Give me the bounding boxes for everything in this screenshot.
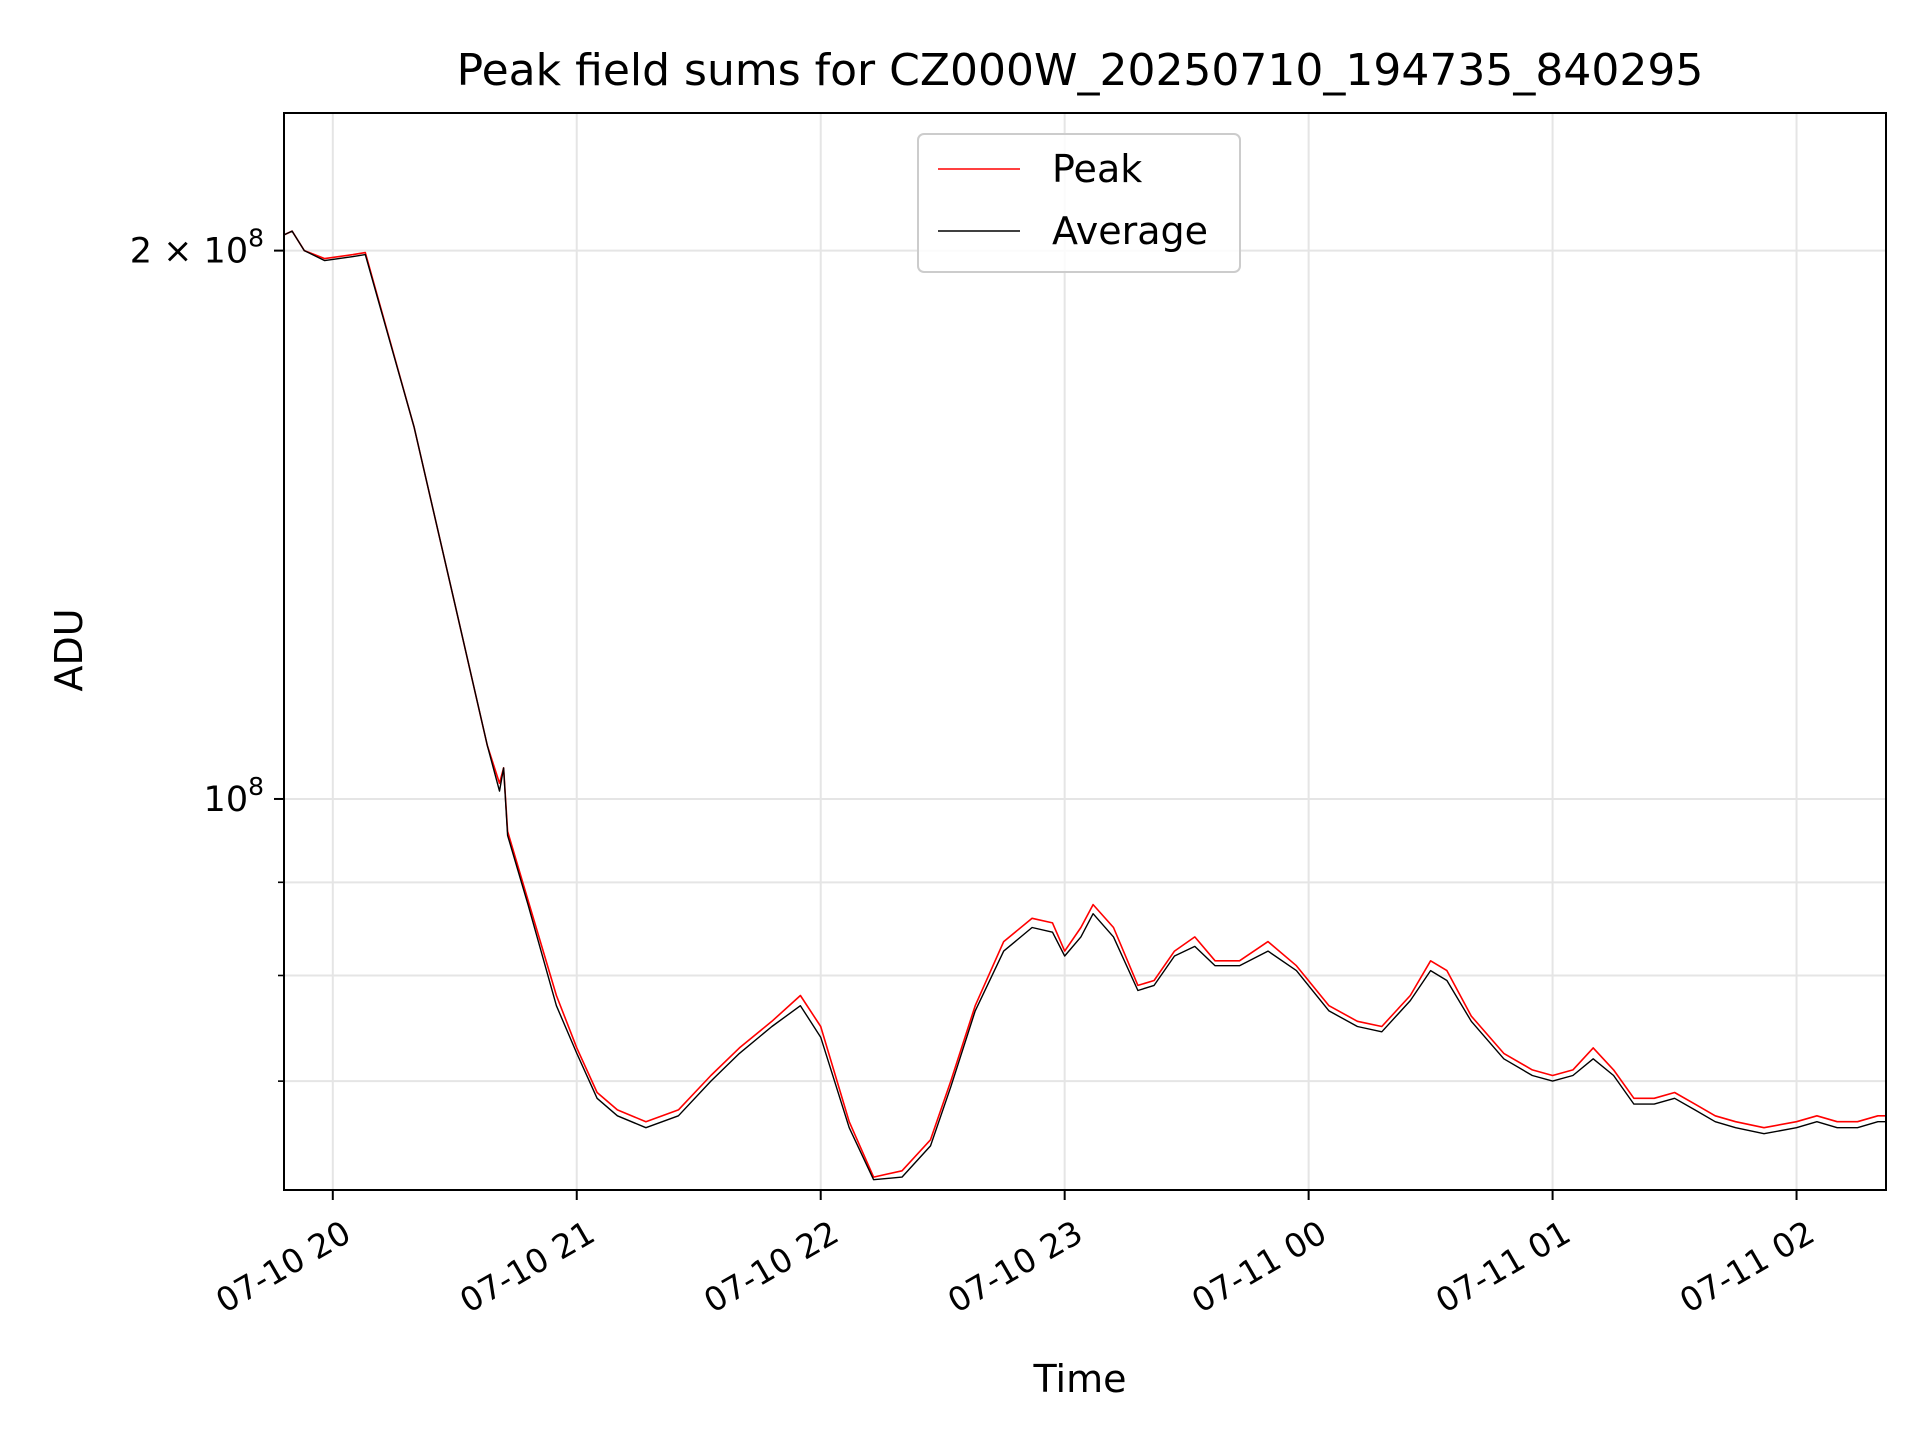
plot-frame: [283, 112, 1887, 1191]
y-axis-label: ADU: [47, 608, 91, 691]
x-axis-label: Time: [1033, 1357, 1127, 1401]
legend: Peak Average: [917, 133, 1241, 273]
y-tick-label: 108: [204, 772, 264, 820]
series-line-average: [283, 230, 1886, 1181]
legend-label-average: Average: [1052, 209, 1208, 253]
series-layer: [283, 230, 1886, 1181]
y-tick-label: 2 × 108: [130, 224, 264, 272]
series-line-peak: [283, 230, 1886, 1178]
chart-title: Peak field sums for CZ000W_20250710_1947…: [457, 45, 1704, 96]
legend-label-peak: Peak: [1052, 147, 1142, 191]
grid: [284, 113, 1886, 1190]
